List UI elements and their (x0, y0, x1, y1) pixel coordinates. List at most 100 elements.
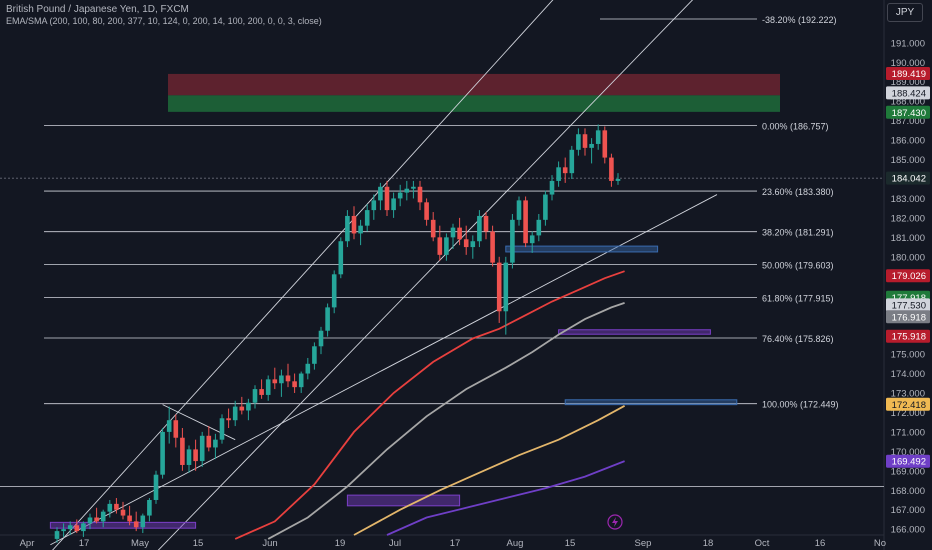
candle (510, 214, 515, 269)
candle (437, 225, 443, 261)
moving-average-line (267, 302, 625, 540)
candle (94, 507, 99, 524)
y-tick-label: 185.000 (891, 155, 925, 166)
y-tick-label: 173.000 (891, 388, 925, 399)
candle-body (219, 418, 225, 440)
candle (199, 431, 205, 467)
candle-body (463, 239, 469, 248)
candle (450, 223, 456, 250)
y-tick-label: 188.000 (891, 97, 925, 108)
fib-label: 76.40% (175.826) (762, 334, 834, 344)
y-tick-label: 167.000 (891, 505, 925, 516)
indicator-legend[interactable]: EMA/SMA (200, 100, 80, 200, 377, 10, 124… (6, 16, 322, 26)
y-tick-label: 190.000 (891, 58, 925, 69)
y-tick-label: 170.000 (891, 447, 925, 458)
price-label-bg (886, 86, 930, 100)
candle (100, 509, 106, 528)
candle (206, 426, 212, 452)
candle-body (173, 420, 179, 438)
candle (345, 210, 350, 248)
trend-line (162, 404, 236, 441)
candle-body (120, 509, 126, 516)
candle-body (140, 515, 146, 528)
candle-body (450, 227, 456, 238)
candle-body (232, 406, 238, 421)
candle-body (503, 262, 509, 312)
trend-line (50, 194, 718, 546)
candle-body (576, 134, 581, 150)
candle-body (305, 363, 311, 374)
x-tick-label: 16 (815, 538, 826, 549)
currency-selector-button[interactable]: JPY (887, 3, 923, 22)
candle-body (444, 237, 449, 255)
fib-label: -38.20% (192.222) (762, 15, 837, 25)
candle (259, 379, 264, 399)
candle (127, 505, 132, 526)
candle-body (510, 219, 515, 263)
candle-body (569, 149, 575, 174)
candle-body (430, 219, 436, 238)
candle-body (424, 202, 429, 220)
candle-body (609, 157, 614, 181)
candle (589, 138, 594, 164)
candle (609, 153, 614, 187)
price-label: 176.918 (892, 312, 926, 323)
candle-body (490, 231, 495, 263)
candle-body (54, 531, 60, 539)
y-tick-label: 180.000 (891, 252, 925, 263)
candle-body (582, 134, 588, 148)
candle (133, 511, 139, 532)
price-label-bg (886, 329, 930, 343)
candle-body (602, 130, 608, 158)
y-tick-label: 166.000 (891, 525, 925, 536)
candle (576, 128, 581, 156)
candle (364, 204, 370, 232)
price-label: 189.419 (892, 69, 926, 80)
candle (305, 357, 311, 380)
candle (397, 184, 403, 207)
candle (166, 406, 172, 444)
price-label-bg (886, 298, 930, 312)
candle-body (477, 215, 482, 242)
price-label: 179.026 (892, 271, 926, 282)
candle (523, 196, 528, 248)
price-label-bg (886, 454, 930, 468)
candle-body (114, 503, 119, 510)
candle-body (543, 194, 548, 220)
x-tick-label: 18 (703, 538, 714, 549)
price-label: 184.042 (892, 174, 926, 185)
candle-body (153, 474, 159, 500)
zone-box (49, 521, 197, 529)
candle (595, 124, 601, 150)
candle-body (457, 227, 462, 240)
y-tick-label: 183.000 (891, 194, 925, 205)
candle (114, 498, 119, 514)
candle (602, 126, 608, 164)
candle (153, 470, 159, 504)
fib-label: 38.20% (181.291) (762, 228, 834, 238)
x-tick-label: 17 (79, 538, 90, 549)
tradingview-bolt-icon[interactable] (607, 514, 623, 530)
candle-body (437, 237, 443, 255)
candle-body (239, 406, 245, 411)
candle-body (265, 379, 271, 395)
y-tick-label: 175.000 (891, 350, 925, 361)
price-label: 169.492 (892, 457, 926, 468)
candle (384, 180, 390, 216)
candle (298, 371, 304, 393)
candle (569, 145, 575, 179)
candle-body (213, 439, 218, 448)
candle (582, 128, 588, 156)
y-tick-label: 186.000 (891, 136, 925, 147)
y-tick-label: 189.000 (891, 77, 925, 88)
candle (325, 303, 330, 337)
candle-body (206, 435, 212, 448)
candle-body (589, 143, 594, 148)
candle (67, 521, 73, 535)
candle (265, 375, 271, 401)
candle-body (378, 186, 383, 201)
x-tick-label: 15 (565, 538, 576, 549)
candle (292, 373, 297, 393)
candle-body (351, 215, 357, 234)
